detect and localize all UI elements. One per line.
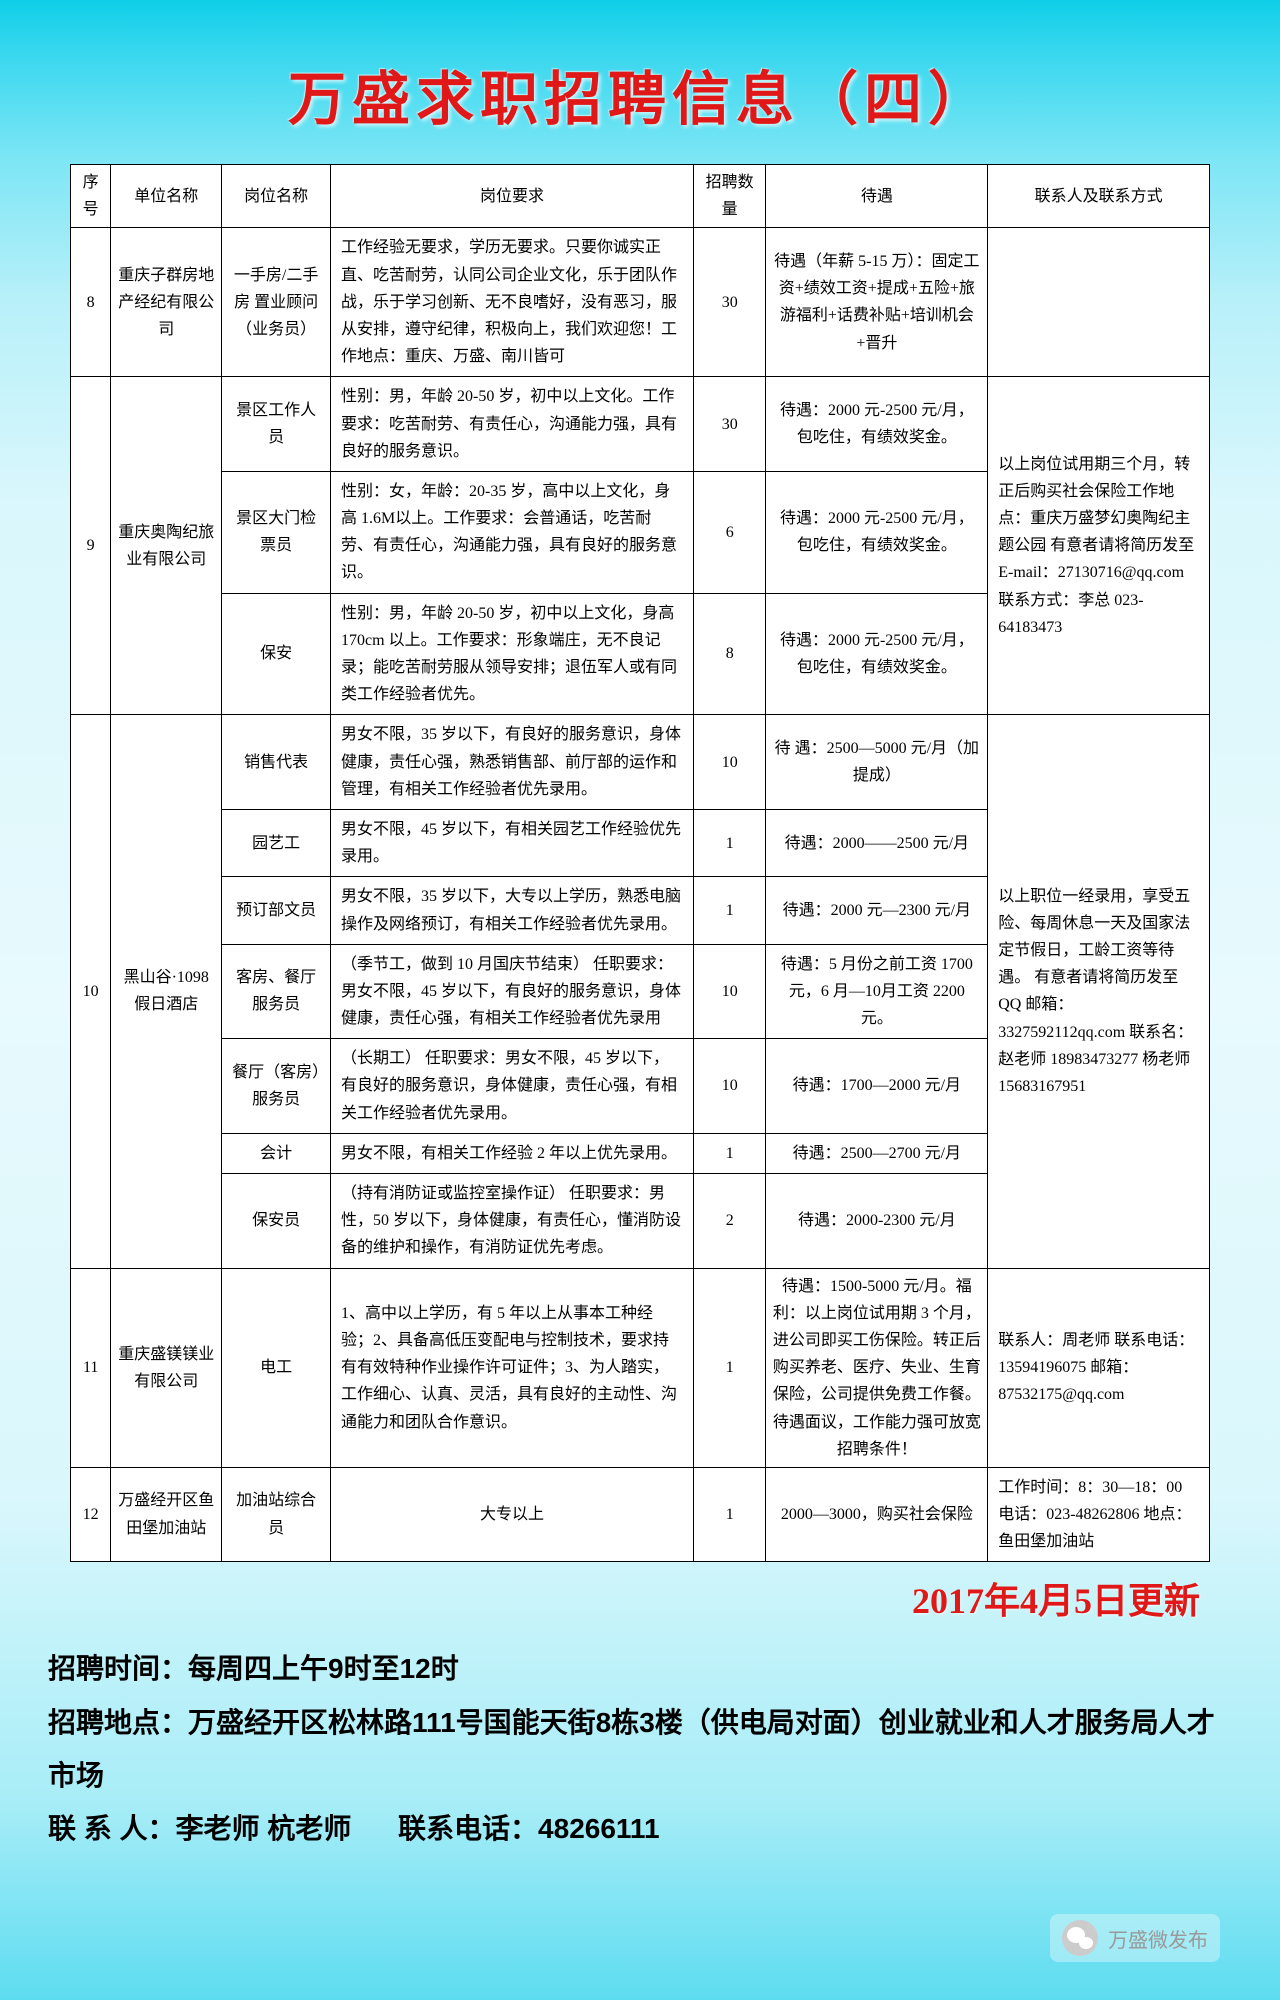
th-cont: 联系人及联系方式 <box>988 165 1210 228</box>
cell-pay: 待遇（年薪 5-15 万）：固定工资+绩效工资+提成+五险+旅游福利+话费补贴+… <box>766 228 988 377</box>
cell-cnt: 8 <box>693 593 766 715</box>
table-row: 10 黑山谷·1098 假日酒店 销售代表 男女不限，35 岁以下，有良好的服务… <box>71 715 1210 810</box>
footer-addr-value: 万盛经开区松林路111号国能天街8栋3楼（供电局对面）创业就业和人才服务局人才市… <box>48 1707 1215 1791</box>
cell-req: 男女不限，35 岁以下，有良好的服务意识，身体健康，责任心强，熟悉销售部、前厅部… <box>331 715 694 810</box>
cell-req: 性别：男，年龄 20-50 岁，初中以上文化。工作要求：吃苦耐劳、有责任心，沟通… <box>331 377 694 472</box>
cell-contact: 以上岗位试用期三个月，转正后购买社会保险工作地点：重庆万盛梦幻奥陶纪主题公园 有… <box>988 377 1210 715</box>
cell-cnt: 1 <box>693 1268 766 1467</box>
cell-cnt: 1 <box>693 809 766 876</box>
cell-seq: 9 <box>71 377 111 715</box>
cell-post: 园艺工 <box>222 809 331 876</box>
cell-cnt: 1 <box>693 877 766 944</box>
footer-person-label: 联 系 人： <box>48 1813 176 1844</box>
page-title: 万盛求职招聘信息（四） <box>0 0 1280 136</box>
footer: 招聘时间：每周四上午9时至12时 招聘地点：万盛经开区松林路111号国能天街8栋… <box>48 1642 1232 1855</box>
cell-cnt: 10 <box>693 1039 766 1134</box>
table-row: 12 万盛经开区鱼田堡加油站 加油站综合员 大专以上 1 2000—3000，购… <box>71 1467 1210 1562</box>
table-row: 9 重庆奥陶纪旅业有限公司 景区工作人员 性别：男，年龄 20-50 岁，初中以… <box>71 377 1210 472</box>
th-seq: 序号 <box>71 165 111 228</box>
cell-seq: 12 <box>71 1467 111 1562</box>
cell-pay: 2000—3000，购买社会保险 <box>766 1467 988 1562</box>
cell-cnt: 30 <box>693 377 766 472</box>
cell-pay: 待遇：2000-2300 元/月 <box>766 1174 988 1269</box>
cell-req: （持有消防证或监控室操作证） 任职要求：男性，50 岁以下，身体健康，有责任心，… <box>331 1174 694 1269</box>
cell-post: 会计 <box>222 1133 331 1173</box>
cell-req: 工作经验无要求，学历无要求。只要你诚实正直、吃苦耐劳，认同公司企业文化，乐于团队… <box>331 228 694 377</box>
cell-cnt: 6 <box>693 471 766 593</box>
cell-unit: 黑山谷·1098 假日酒店 <box>111 715 222 1268</box>
job-table-wrap: 序号 单位名称 岗位名称 岗位要求 招聘数量 待遇 联系人及联系方式 8 重庆子… <box>70 164 1210 1562</box>
cell-pay: 待遇：2000 元-2500 元/月，包吃住，有绩效奖金。 <box>766 593 988 715</box>
cell-req: 性别：男，年龄 20-50 岁，初中以上文化，身高 170cm 以上。工作要求：… <box>331 593 694 715</box>
table-header-row: 序号 单位名称 岗位名称 岗位要求 招聘数量 待遇 联系人及联系方式 <box>71 165 1210 228</box>
cell-req: （季节工，做到 10 月国庆节结束） 任职要求：男女不限，45 岁以下，有良好的… <box>331 944 694 1039</box>
footer-tel-label: 联系电话： <box>398 1813 538 1844</box>
th-pay: 待遇 <box>766 165 988 228</box>
cell-cnt: 30 <box>693 228 766 377</box>
cell-contact: 工作时间：8：30—18：00 电话：023-48262806 地点：鱼田堡加油… <box>988 1467 1210 1562</box>
table-row: 11 重庆盛镁镁业有限公司 电工 1、高中以上学历，有 5 年以上从事本工种经验… <box>71 1268 1210 1467</box>
cell-cnt: 10 <box>693 715 766 810</box>
wechat-source-name: 万盛微发布 <box>1108 1924 1208 1953</box>
cell-unit: 万盛经开区鱼田堡加油站 <box>111 1467 222 1562</box>
cell-pay: 待遇：2000——2500 元/月 <box>766 809 988 876</box>
footer-addr-label: 招聘地点： <box>48 1707 188 1738</box>
cell-seq: 10 <box>71 715 111 1268</box>
cell-cnt: 1 <box>693 1467 766 1562</box>
footer-tel-value: 48266111 <box>538 1813 660 1844</box>
cell-req: 大专以上 <box>331 1467 694 1562</box>
th-cnt: 招聘数量 <box>693 165 766 228</box>
cell-req: 1、高中以上学历，有 5 年以上从事本工种经验；2、具备高低压变配电与控制技术，… <box>331 1268 694 1467</box>
cell-contact: 联系人：周老师 联系电话： 13594196075 邮箱： 87532175@q… <box>988 1268 1210 1467</box>
cell-pay: 待 遇：2500—5000 元/月（加提成） <box>766 715 988 810</box>
table-row: 8 重庆子群房地产经纪有限公司 一手房/二手房 置业顾问（业务员） 工作经验无要… <box>71 228 1210 377</box>
cell-post: 电工 <box>222 1268 331 1467</box>
cell-post: 加油站综合员 <box>222 1467 331 1562</box>
footer-addr: 招聘地点：万盛经开区松林路111号国能天街8栋3楼（供电局对面）创业就业和人才服… <box>48 1696 1232 1802</box>
footer-person-tel: 联 系 人：李老师 杭老师 联系电话：48266111 <box>48 1802 1232 1855</box>
cell-post: 保安员 <box>222 1174 331 1269</box>
cell-req: 性别：女，年龄：20-35 岁，高中以上文化，身高 1.6M以上。工作要求：会普… <box>331 471 694 593</box>
footer-person-value: 李老师 杭老师 <box>176 1813 352 1844</box>
cell-pay: 待遇：2500—2700 元/月 <box>766 1133 988 1173</box>
cell-post: 景区工作人员 <box>222 377 331 472</box>
cell-pay: 待遇：2000 元-2500 元/月，包吃住，有绩效奖金。 <box>766 471 988 593</box>
cell-post: 销售代表 <box>222 715 331 810</box>
cell-pay: 待遇：1700—2000 元/月 <box>766 1039 988 1134</box>
th-post: 岗位名称 <box>222 165 331 228</box>
cell-req: （长期工） 任职要求：男女不限，45 岁以下，有良好的服务意识，身体健康，责任心… <box>331 1039 694 1134</box>
cell-pay: 待遇：1500-5000 元/月。福利：以上岗位试用期 3 个月，进公司即买工伤… <box>766 1268 988 1467</box>
cell-post: 保安 <box>222 593 331 715</box>
cell-req: 男女不限，45 岁以下，有相关园艺工作经验优先录用。 <box>331 809 694 876</box>
footer-time-value: 每周四上午9时至12时 <box>188 1653 459 1684</box>
footer-time-label: 招聘时间： <box>48 1653 188 1684</box>
th-unit: 单位名称 <box>111 165 222 228</box>
cell-contact: 以上职位一经录用，享受五险、每周休息一天及国家法定节假日，工龄工资等待遇。 有意… <box>988 715 1210 1268</box>
cell-cnt: 10 <box>693 944 766 1039</box>
cell-seq: 11 <box>71 1268 111 1467</box>
th-req: 岗位要求 <box>331 165 694 228</box>
cell-post: 客房、餐厅服务员 <box>222 944 331 1039</box>
cell-cnt: 1 <box>693 1133 766 1173</box>
footer-time: 招聘时间：每周四上午9时至12时 <box>48 1642 1232 1695</box>
cell-pay: 待遇：5 月份之前工资 1700 元，6 月—10月工资 2200 元。 <box>766 944 988 1039</box>
cell-req: 男女不限，35 岁以下，大专以上学历，熟悉电脑操作及网络预订，有相关工作经验者优… <box>331 877 694 944</box>
cell-unit: 重庆盛镁镁业有限公司 <box>111 1268 222 1467</box>
cell-post: 景区大门检票员 <box>222 471 331 593</box>
cell-post: 餐厅（客房）服务员 <box>222 1039 331 1134</box>
cell-req: 男女不限，有相关工作经验 2 年以上优先录用。 <box>331 1133 694 1173</box>
wechat-icon <box>1062 1920 1098 1956</box>
update-date: 2017年4月5日更新 <box>0 1572 1200 1624</box>
cell-seq: 8 <box>71 228 111 377</box>
job-table: 序号 单位名称 岗位名称 岗位要求 招聘数量 待遇 联系人及联系方式 8 重庆子… <box>70 164 1210 1562</box>
cell-cnt: 2 <box>693 1174 766 1269</box>
cell-unit: 重庆子群房地产经纪有限公司 <box>111 228 222 377</box>
cell-pay: 待遇：2000 元-2500 元/月，包吃住，有绩效奖金。 <box>766 377 988 472</box>
cell-post: 一手房/二手房 置业顾问（业务员） <box>222 228 331 377</box>
wechat-source-tag: 万盛微发布 <box>1050 1914 1220 1962</box>
cell-unit: 重庆奥陶纪旅业有限公司 <box>111 377 222 715</box>
cell-post: 预订部文员 <box>222 877 331 944</box>
cell-contact <box>988 228 1210 377</box>
cell-pay: 待遇：2000 元—2300 元/月 <box>766 877 988 944</box>
